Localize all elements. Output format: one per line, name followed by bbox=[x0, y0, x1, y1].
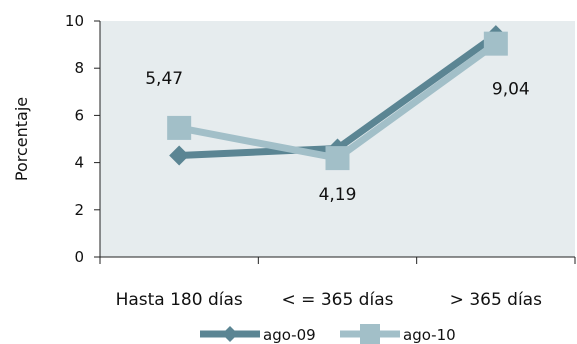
x-category-labels: Hasta 180 días < = 365 días > 365 días bbox=[116, 290, 543, 310]
data-point bbox=[483, 31, 508, 56]
data-label: 9,04 bbox=[492, 80, 530, 100]
y-axis-label: Porcentaje bbox=[12, 97, 31, 181]
data-point bbox=[167, 115, 192, 140]
axes bbox=[94, 20, 576, 264]
y-tick-label: 8 bbox=[74, 59, 84, 77]
data-point bbox=[169, 145, 190, 166]
data-label: 5,47 bbox=[145, 69, 183, 89]
legend-item: ago-10 bbox=[340, 324, 456, 344]
legend: ago-09 ago-10 bbox=[200, 324, 456, 344]
x-category-label: Hasta 180 días bbox=[116, 290, 243, 310]
y-tick-label: 2 bbox=[74, 201, 84, 219]
y-tick-label: 6 bbox=[74, 106, 84, 124]
series-layer bbox=[167, 25, 508, 171]
x-category-label: > 365 días bbox=[450, 290, 542, 310]
legend-marker bbox=[222, 326, 238, 342]
y-tick-label: 0 bbox=[74, 248, 84, 266]
y-tick-label: 10 bbox=[65, 12, 84, 30]
legend-label: ago-10 bbox=[403, 326, 456, 344]
legend-item: ago-09 bbox=[200, 326, 316, 344]
y-tick-labels: 0 2 4 6 8 10 bbox=[65, 12, 84, 266]
legend-marker bbox=[360, 324, 380, 344]
series-ago-10 bbox=[167, 31, 508, 171]
data-labels: 5,47 4,19 9,04 bbox=[145, 69, 530, 205]
data-label: 4,19 bbox=[319, 185, 357, 205]
data-point bbox=[325, 146, 350, 171]
y-tick-label: 4 bbox=[74, 154, 84, 172]
x-category-label: < = 365 días bbox=[282, 290, 394, 310]
legend-label: ago-09 bbox=[263, 326, 316, 344]
